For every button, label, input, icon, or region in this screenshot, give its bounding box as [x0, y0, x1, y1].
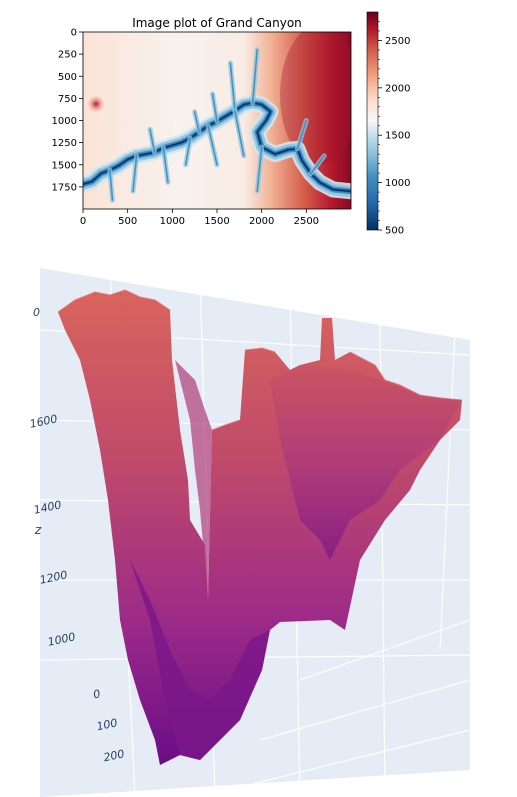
- canyon-tributary-core: [184, 137, 191, 166]
- canyon-tributary-core: [109, 169, 114, 201]
- colorbar-tick-label: 1500: [385, 131, 410, 142]
- svg-text:0: 0: [33, 306, 40, 319]
- axis-tick-label: 200: [102, 747, 125, 764]
- axis-tick-label: 0: [92, 687, 102, 701]
- canyon-tributary-core: [211, 93, 218, 123]
- x-tick-label: 0: [80, 216, 86, 227]
- surface-z-ticks: 1600 1400 1200 1000: [29, 412, 77, 649]
- y-tick-label: 500: [58, 72, 77, 83]
- canyon-channel: [83, 102, 351, 192]
- z-tick-label: 1400: [33, 498, 63, 517]
- x-tick-label: 2000: [249, 216, 274, 227]
- z-tick-label: 1000: [47, 630, 77, 649]
- x-tick-label: 500: [118, 216, 137, 227]
- heatmap-image: [83, 32, 351, 209]
- surface-scene: 1600 1400 1200 1000 z 0 0 100 200: [29, 267, 471, 797]
- colorbar-tick-label: 500: [385, 226, 404, 237]
- z-tick-label: 1200: [39, 568, 69, 587]
- x-tick-label: 1000: [160, 216, 185, 227]
- y-tick-label: 250: [58, 50, 77, 61]
- colorbar-tick-label: 1000: [385, 178, 410, 189]
- heatmap-y-ticks: 0 250 500 750 1000 1250 1500 1750: [52, 28, 83, 193]
- y-tick-label: 1750: [52, 182, 77, 193]
- canyon-tributary-core: [132, 155, 138, 193]
- canyon-tributary-core: [229, 62, 236, 112]
- y-tick-label: 1500: [52, 160, 77, 171]
- x-tick-label: 2500: [294, 216, 319, 227]
- z-tick-label: 1600: [29, 412, 59, 431]
- colorbar: [366, 11, 379, 231]
- canyon-tributary-core: [234, 110, 245, 157]
- colorbar-ticks: 500 1000 1500 2000 2500: [378, 21, 410, 237]
- canyon-tributary-core: [149, 128, 156, 154]
- canyon-tributary-core: [310, 155, 325, 175]
- colorbar-tick-label: 2000: [385, 83, 410, 94]
- heatmap-title: Image plot of Grand Canyon: [132, 16, 302, 30]
- canyon-tributary-core: [207, 125, 218, 166]
- y-tick-label: 1000: [52, 116, 77, 127]
- y-tick-label: 1250: [52, 138, 77, 149]
- canyon-tributary-core: [162, 147, 169, 184]
- y-tick-label: 750: [58, 94, 77, 105]
- colorbar-tick-label: 2500: [385, 36, 410, 47]
- surface-z-label: z: [34, 523, 42, 537]
- canyon-tributary-core: [256, 146, 263, 193]
- canyon-tributary-core: [193, 110, 200, 133]
- y-tick-label: 0: [71, 28, 77, 39]
- x-tick-label: 1500: [204, 216, 229, 227]
- canyon-tributary-core: [296, 119, 308, 150]
- heatmap-x-ticks: 0 500 1000 1500 2000 2500: [80, 209, 319, 227]
- canyon-tributary-core: [251, 48, 258, 104]
- surface-axis-ticks: 0 100 200: [92, 687, 126, 764]
- canyon-layer: [83, 47, 351, 203]
- axis-tick-label: 100: [95, 716, 118, 733]
